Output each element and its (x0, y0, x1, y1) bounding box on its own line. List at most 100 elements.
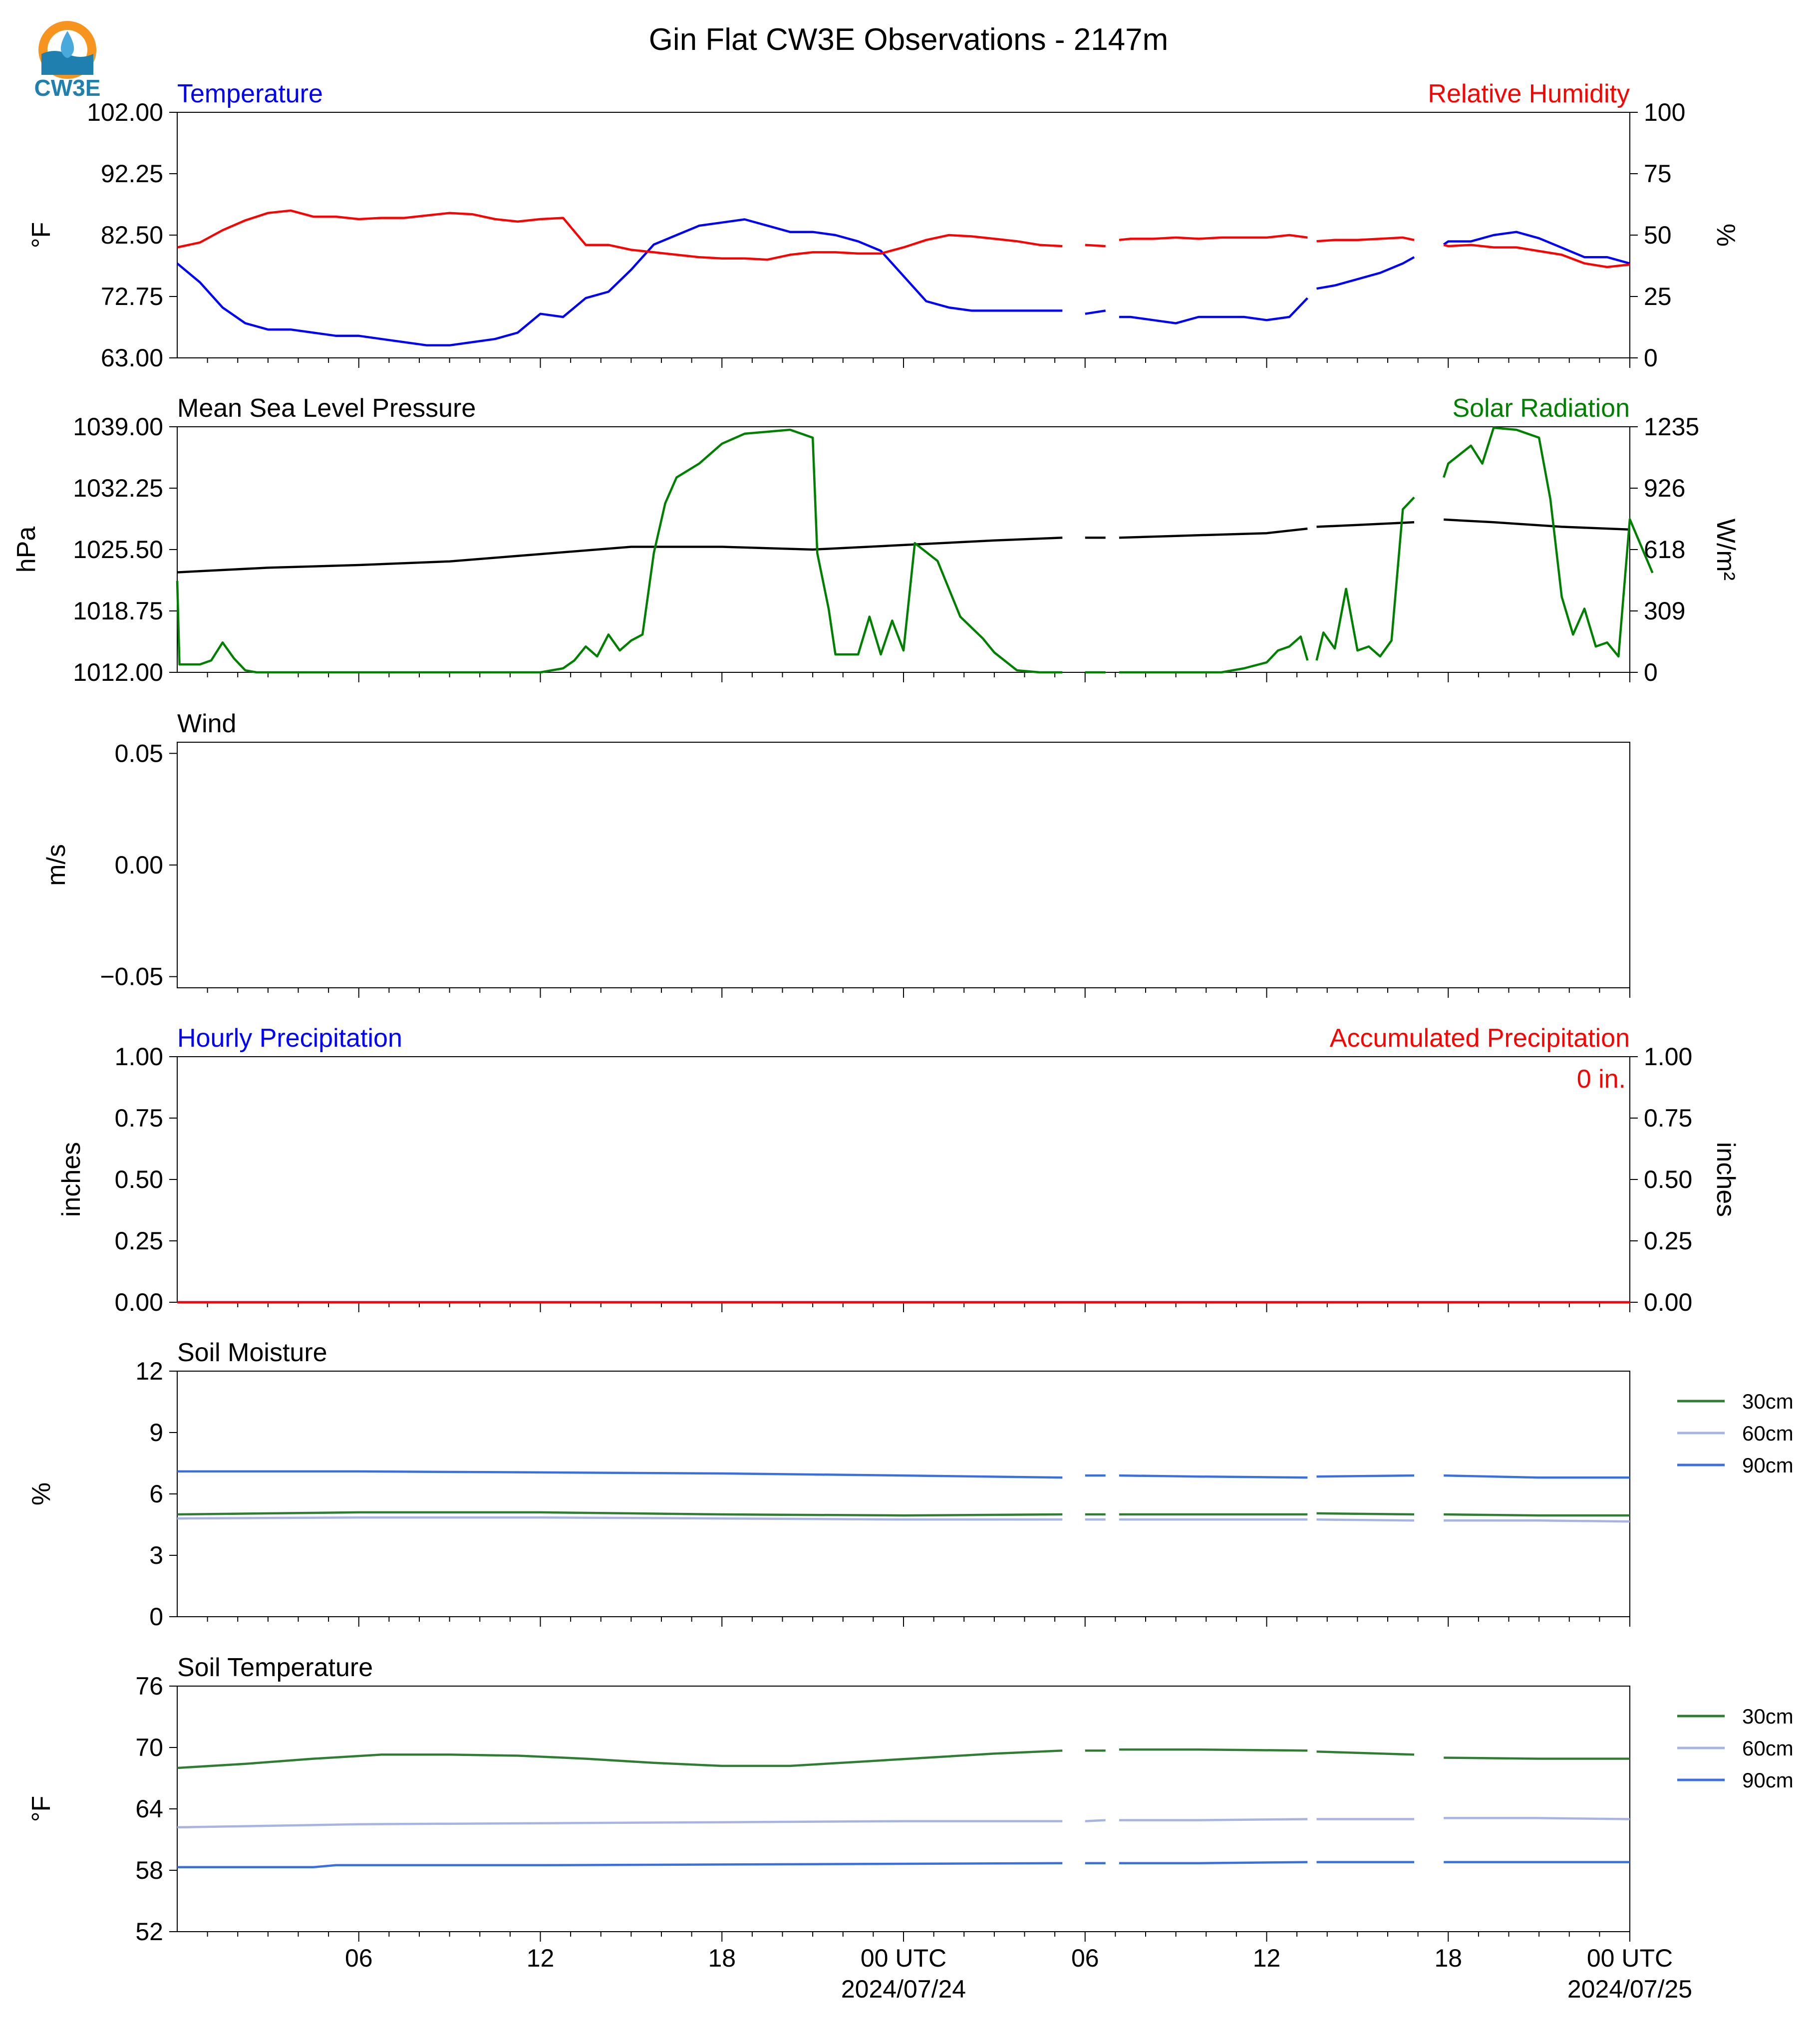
series-line-pressure (1444, 518, 1630, 531)
series-pressure (177, 518, 1630, 574)
y-right-tick-label: 0.25 (1644, 1227, 1692, 1255)
series-line-pressure (177, 537, 1063, 574)
series-line-sm_90cm (1119, 1474, 1308, 1479)
panel-left-title: Mean Sea Level Pressure (177, 394, 476, 423)
y-tick-label: 58 (135, 1856, 163, 1884)
legend-label: 30cm (1742, 1705, 1794, 1728)
x-tick-label: 12 (527, 1944, 555, 1972)
y-tick-label: 0.00 (115, 1288, 163, 1316)
series-solar_radiation (176, 426, 1654, 674)
y-right-tick-label: 25 (1644, 283, 1672, 310)
y-tick-label: 70 (135, 1734, 163, 1761)
series-line-sm_60cm (177, 1516, 1063, 1521)
series-line-temperature (1085, 309, 1106, 315)
x-tick-label: 00 UTC (861, 1944, 946, 1972)
panel-pressure_solar: 1012.00 1018.75 1025.50 1032.25 1039.00 0 309 6… (12, 394, 1740, 686)
series-line-temperature (1443, 231, 1630, 265)
series-line-sm_30cm (177, 1511, 1063, 1517)
y-right-tick-label: 100 (1644, 98, 1685, 126)
y-tick-label: 0.75 (115, 1104, 163, 1132)
cw3e-logo: CW3E (34, 21, 101, 101)
y-right-axis-label: % (1711, 224, 1740, 247)
series-sm_60cm (177, 1516, 1630, 1523)
series-line-st_60cm (1444, 1817, 1630, 1820)
y-right-tick-label: 0.75 (1644, 1104, 1692, 1132)
y-tick-label: 0.05 (115, 739, 163, 767)
series-line-solar_radiation (1443, 426, 1654, 658)
series-line-sm_30cm (1444, 1513, 1630, 1517)
y-tick-label: 52 (135, 1918, 163, 1946)
series-line-st_60cm (1119, 1818, 1308, 1821)
x-tick-label: 18 (708, 1944, 736, 1972)
panel-left-title: Temperature (177, 79, 323, 108)
y-tick-label: 6 (149, 1480, 163, 1508)
series-line-st_60cm (177, 1820, 1063, 1829)
accumulated-total-annotation: 0 in. (1577, 1065, 1626, 1094)
y-tick-label: 0.00 (115, 851, 163, 879)
y-right-tick-label: 1235 (1644, 413, 1699, 441)
panel-left-title: Wind (177, 709, 236, 738)
logo-wordmark: CW3E (34, 75, 101, 101)
y-tick-label: 0.25 (115, 1227, 163, 1255)
y-tick-label: 1018.75 (73, 597, 163, 625)
series-line-st_30cm (1119, 1748, 1308, 1752)
panel-temp_rh: 63.00 72.75 82.50 92.25 102.00 0 25 50 75 100 Temp… (27, 79, 1740, 372)
series-st_30cm (177, 1748, 1630, 1769)
series-line-relative_humidity (1085, 244, 1106, 248)
y-tick-label: 0.50 (115, 1165, 163, 1193)
series-sm_90cm (177, 1470, 1630, 1479)
series-st_60cm (177, 1817, 1630, 1829)
y-tick-label: 12 (135, 1357, 163, 1385)
x-tick-label: 12 (1253, 1944, 1281, 1972)
y-right-tick-label: 0.50 (1644, 1165, 1692, 1193)
y-right-tick-label: 1.00 (1644, 1043, 1692, 1071)
y-right-tick-label: 926 (1644, 474, 1685, 502)
series-line-sm_60cm (1444, 1519, 1630, 1523)
series-line-pressure (1119, 527, 1308, 539)
y-tick-label: 1032.25 (73, 474, 163, 502)
series-line-relative_humidity (1316, 236, 1415, 243)
logo-water-shape (41, 51, 93, 75)
y-tick-label: 72.75 (101, 283, 163, 310)
panel-right-title: Accumulated Precipitation (1330, 1024, 1630, 1053)
y-axis-label: % (27, 1482, 56, 1505)
y-axis-label: inches (57, 1142, 86, 1217)
series-line-solar_radiation (176, 428, 1063, 674)
series-line-st_30cm (1316, 1750, 1415, 1756)
chart-panels: 63.00 72.75 82.50 92.25 102.00 0 25 50 75 100 Temp… (12, 79, 1794, 2003)
y-right-axis-label: inches (1711, 1142, 1740, 1217)
series-line-relative_humidity (1443, 244, 1630, 269)
series-line-st_30cm (1444, 1756, 1630, 1760)
series-line-pressure (1316, 521, 1415, 528)
y-right-axis-label: W/m² (1711, 519, 1740, 580)
y-tick-label: −0.05 (100, 963, 163, 991)
panel-soil_temperature: 52 58 64 70 76 Soil Temperature °F 30cm 60cm 90cm (27, 1653, 1794, 1946)
series-relative_humidity (177, 209, 1630, 269)
y-axis-label: m/s (42, 844, 71, 886)
series-line-temperature (176, 218, 1063, 347)
legend-label: 60cm (1742, 1737, 1794, 1760)
panel-left-title: Soil Temperature (177, 1653, 373, 1682)
y-tick-label: 1025.50 (73, 536, 163, 564)
y-tick-label: 1039.00 (73, 413, 163, 441)
y-right-tick-label: 75 (1644, 160, 1672, 188)
series-line-solar_radiation (1315, 496, 1415, 661)
y-axis-label: °F (27, 222, 56, 249)
x-tick-date-label: 2024/07/24 (841, 1975, 966, 2003)
legend-label: 90cm (1742, 1768, 1794, 1792)
series-line-st_90cm (177, 1862, 1063, 1869)
panel-soil_moisture: 0 3 6 9 12 Soil Moisture% 30cm 60cm 90cm (27, 1338, 1794, 1631)
y-tick-label: 92.25 (101, 160, 163, 188)
series-line-sm_90cm (1444, 1474, 1630, 1479)
x-tick-date-label: 2024/07/25 (1567, 1975, 1692, 2003)
y-tick-label: 0 (149, 1603, 163, 1631)
y-tick-label: 1.00 (115, 1043, 163, 1071)
series-line-temperature (1316, 256, 1415, 290)
series-line-temperature (1119, 297, 1308, 324)
x-tick-label: 06 (1071, 1944, 1099, 1972)
y-right-tick-label: 0 (1644, 344, 1658, 372)
y-tick-label: 9 (149, 1419, 163, 1447)
y-tick-label: 1012.00 (73, 658, 163, 686)
series-line-st_30cm (177, 1749, 1063, 1769)
